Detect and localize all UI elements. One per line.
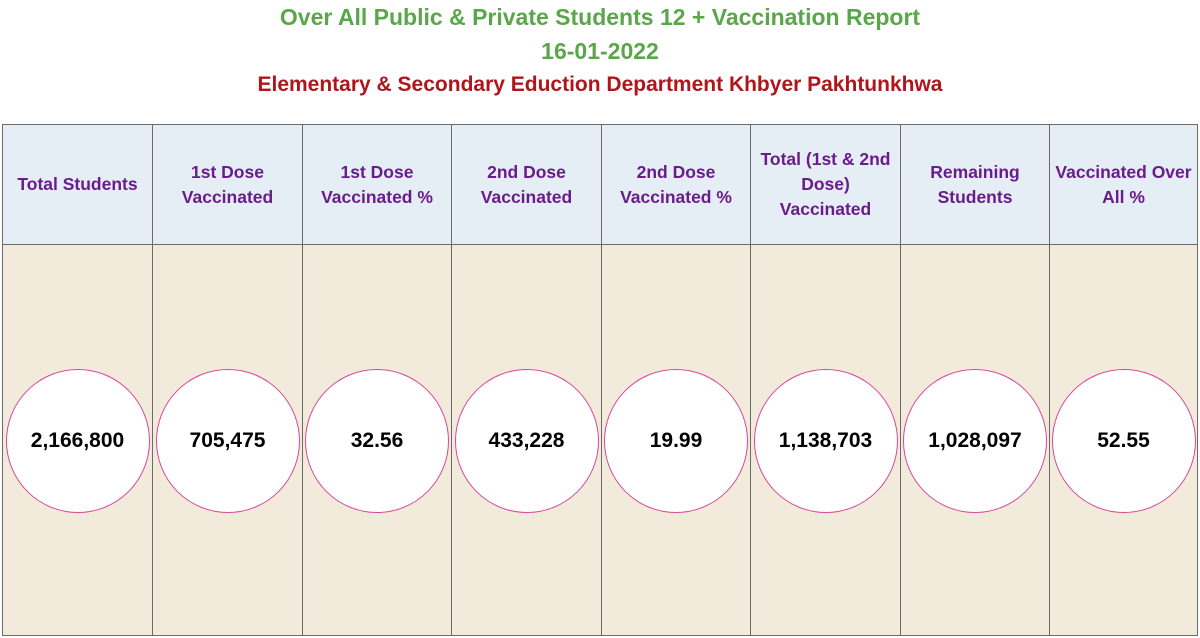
value-1st-dose-percent: 32.56 — [350, 429, 404, 452]
value-circle: 705,475 — [155, 369, 300, 513]
column-body: 52.55 — [1050, 245, 1197, 635]
column-header-label: Total (1st & 2nd Dose) Vaccinated — [760, 149, 891, 219]
value-remaining-students: 1,028,097 — [928, 429, 1022, 452]
column-header: Total Students — [3, 125, 152, 245]
column-body: 1,138,703 — [751, 245, 900, 635]
column-2nd-dose-vaccinated: 2nd Dose Vaccinated 433,228 — [452, 125, 602, 635]
value-circle: 1,028,097 — [903, 369, 1047, 513]
value-vaccinated-overall-percent: 52.55 — [1097, 429, 1150, 452]
column-body: 705,475 — [153, 245, 302, 635]
column-header: Vaccinated Over All % — [1050, 125, 1197, 245]
column-body: 1,028,097 — [901, 245, 1049, 635]
column-2nd-dose-percent: 2nd Dose Vaccinated % 19.99 — [602, 125, 751, 635]
column-body: 2,166,800 — [3, 245, 152, 635]
value-circle: 2,166,800 — [5, 369, 150, 513]
column-header-label: Total Students — [17, 174, 138, 194]
value-circle: 433,228 — [454, 369, 599, 513]
column-remaining-students: Remaining Students 1,028,097 — [901, 125, 1050, 635]
column-1st-dose-percent: 1st Dose Vaccinated % 32.56 — [303, 125, 452, 635]
column-vaccinated-overall-percent: Vaccinated Over All % 52.55 — [1050, 125, 1197, 635]
column-body: 433,228 — [452, 245, 601, 635]
value-circle: 1,138,703 — [753, 369, 898, 513]
column-total-students: Total Students 2,166,800 — [3, 125, 153, 635]
value-2nd-dose-vaccinated: 433,228 — [488, 429, 565, 452]
value-2nd-dose-percent: 19.99 — [649, 429, 703, 452]
report-date: 16-01-2022 — [541, 38, 659, 64]
value-1st-dose-vaccinated: 705,475 — [189, 429, 266, 452]
column-header-label: Remaining Students — [930, 161, 1020, 207]
column-header: 2nd Dose Vaccinated % — [602, 125, 750, 245]
column-header: Total (1st & 2nd Dose) Vaccinated — [751, 125, 900, 245]
column-header-label: 2nd Dose Vaccinated % — [620, 161, 732, 207]
column-header-label: 1st Dose Vaccinated % — [321, 161, 433, 207]
column-header: 1st Dose Vaccinated — [153, 125, 302, 245]
column-total-vaccinated: Total (1st & 2nd Dose) Vaccinated 1,138,… — [751, 125, 901, 635]
value-circle: 32.56 — [305, 369, 449, 513]
report-title: Over All Public & Private Students 12 + … — [279, 4, 921, 30]
column-header: 1st Dose Vaccinated % — [303, 125, 451, 245]
value-total-students: 2,166,800 — [30, 429, 125, 452]
value-total-vaccinated: 1,138,703 — [778, 429, 873, 452]
column-header-label: 2nd Dose Vaccinated — [480, 161, 573, 207]
column-body: 32.56 — [303, 245, 451, 635]
department-name: Elementary & Secondary Eduction Departme… — [257, 73, 943, 96]
value-circle: 52.55 — [1051, 369, 1196, 513]
column-header-label: Vaccinated Over All % — [1055, 161, 1192, 207]
column-header: Remaining Students — [901, 125, 1049, 245]
column-header-label: 1st Dose Vaccinated — [181, 161, 274, 207]
column-1st-dose-vaccinated: 1st Dose Vaccinated 705,475 — [153, 125, 303, 635]
column-body: 19.99 — [602, 245, 750, 635]
vaccination-table: Total Students 2,166,800 1st Dose Vaccin… — [2, 124, 1198, 636]
column-header: 2nd Dose Vaccinated — [452, 125, 601, 245]
value-circle: 19.99 — [604, 369, 748, 513]
report-header: Over All Public & Private Students 12 + … — [0, 0, 1200, 124]
